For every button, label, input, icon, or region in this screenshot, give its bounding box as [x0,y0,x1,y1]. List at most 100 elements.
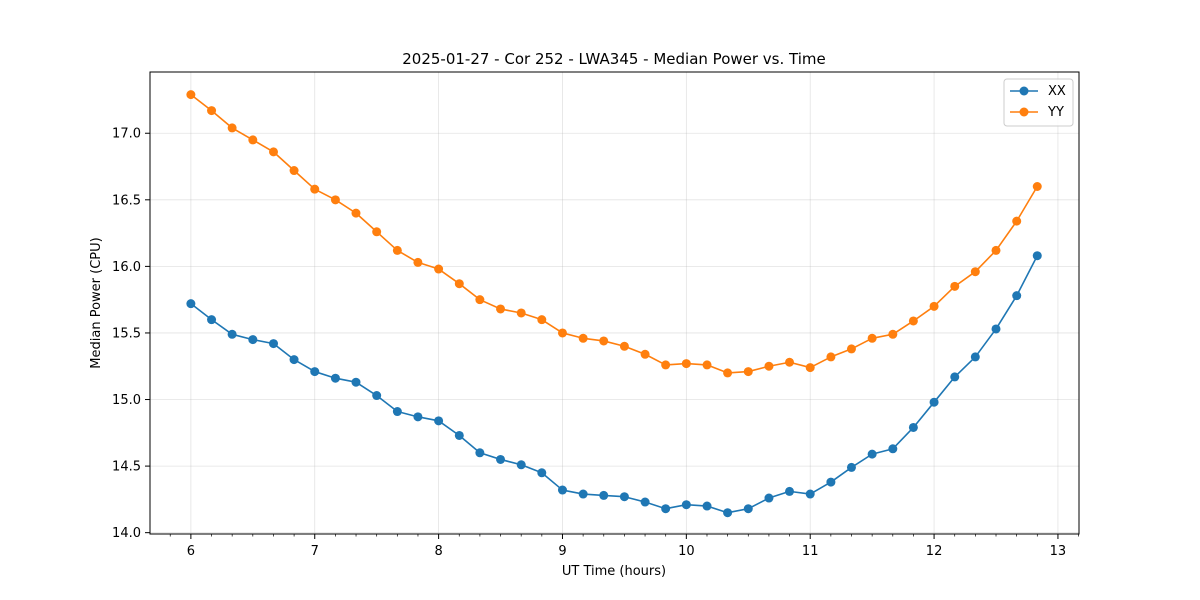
data-point-xx [537,468,547,478]
data-point-yy [207,106,217,116]
x-tick-label: 8 [434,544,442,559]
data-point-yy [475,295,485,305]
data-point-xx [991,324,1001,334]
data-point-yy [413,257,423,267]
data-point-yy [743,367,753,377]
data-point-xx [413,412,423,422]
data-point-xx [640,497,650,507]
data-point-xx [1032,251,1042,261]
data-point-yy [351,208,361,218]
data-point-xx [207,315,217,325]
data-point-yy [186,90,196,100]
data-point-xx [310,367,320,377]
data-point-xx [392,407,402,417]
data-point-yy [846,344,856,354]
series-layer [186,90,1042,518]
data-point-yy [785,357,795,367]
y-tick-label: 14.5 [112,460,141,475]
data-point-yy [908,316,918,326]
x-axis-label: UT Time (hours) [562,564,666,579]
data-point-yy [454,279,464,289]
data-point-xx [785,486,795,496]
data-point-yy [392,245,402,255]
data-point-yy [619,341,629,351]
data-point-xx [1012,291,1022,301]
chart-title: 2025-01-27 - Cor 252 - LWA345 - Median P… [402,50,826,68]
y-axis-label: Median Power (CPU) [89,237,104,368]
y-tick-label: 14.0 [112,526,141,541]
legend-marker-xx [1019,86,1029,96]
x-tick-label: 9 [558,544,566,559]
data-point-yy [826,352,836,362]
data-point-yy [702,360,712,370]
data-point-xx [970,352,980,362]
data-point-yy [950,281,960,291]
y-tick-label: 17.0 [112,127,141,142]
data-point-yy [537,315,547,325]
data-point-yy [310,184,320,194]
data-point-yy [330,195,340,205]
data-point-yy [372,227,382,237]
data-point-yy [805,363,815,373]
legend-label-xx: XX [1048,84,1066,99]
data-point-xx [867,449,877,459]
data-point-xx [929,397,939,407]
data-point-yy [867,333,877,343]
data-point-yy [929,301,939,311]
y-tick-label: 15.5 [112,326,141,341]
x-tick-label: 7 [311,544,319,559]
data-point-yy [434,264,444,274]
data-point-yy [599,336,609,346]
data-point-xx [330,373,340,383]
data-point-yy [578,333,588,343]
data-point-yy [516,308,526,318]
data-point-xx [908,422,918,432]
data-point-xx [661,504,671,514]
data-point-yy [764,361,774,371]
data-point-xx [888,444,898,454]
data-point-xx [702,501,712,511]
data-point-yy [227,123,237,133]
y-tick-label: 16.5 [112,193,141,208]
data-point-yy [991,245,1001,255]
data-point-xx [599,490,609,500]
data-point-xx [434,416,444,426]
data-point-xx [351,377,361,387]
data-point-xx [454,430,464,440]
data-point-xx [227,329,237,339]
y-tick-label: 16.0 [112,260,141,275]
x-tick-label: 11 [802,544,819,559]
data-point-xx [619,492,629,502]
data-point-yy [557,328,567,338]
data-point-yy [970,267,980,277]
y-tick-label: 15.0 [112,393,141,408]
x-tick-label: 13 [1050,544,1067,559]
data-point-xx [681,500,691,510]
data-point-xx [764,493,774,503]
data-point-yy [1012,216,1022,226]
data-point-xx [248,335,258,345]
plot-frame [149,71,1080,535]
data-point-xx [826,477,836,487]
data-point-yy [681,359,691,369]
data-point-yy [640,349,650,359]
data-point-yy [248,135,258,145]
data-point-yy [269,147,278,157]
data-point-xx [516,460,526,470]
data-point-xx [269,339,278,349]
data-point-yy [723,368,733,378]
x-tick-label: 10 [678,544,695,559]
legend-marker-yy [1019,107,1029,117]
data-point-xx [496,454,506,464]
data-point-xx [723,508,733,518]
data-point-xx [805,489,815,499]
tick-layer: 6 7 8 9 10 11 12 13 14.0 14.5 15.0 15.5 16.0 16.5 17.0 [112,127,1079,559]
data-point-xx [475,448,485,458]
data-point-xx [557,485,567,495]
data-point-xx [372,391,382,401]
grid [150,72,1079,534]
x-tick-label: 12 [926,544,943,559]
data-point-yy [289,166,299,176]
data-point-yy [1032,182,1042,191]
